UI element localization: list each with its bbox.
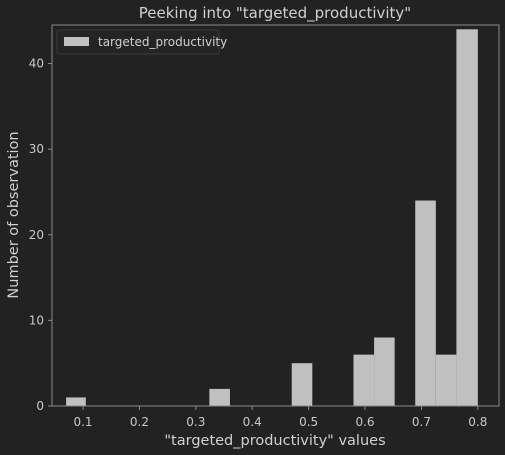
chart-title: Peeking into "targeted_productivity" xyxy=(139,4,411,23)
y-tick-label: 40 xyxy=(29,57,44,71)
histogram-bar xyxy=(374,337,395,406)
y-tick-label: 10 xyxy=(29,313,44,327)
y-tick-label: 20 xyxy=(29,228,44,242)
legend-label: targeted_productivity xyxy=(98,35,227,49)
histogram-bar xyxy=(435,354,457,406)
x-tick-label: 0.7 xyxy=(412,415,431,429)
histogram-bar xyxy=(456,29,478,407)
y-tick-label: 0 xyxy=(36,399,44,413)
histogram-bar xyxy=(415,200,436,406)
histogram-bar xyxy=(353,354,375,406)
x-axis-label: "targeted_productivity" values xyxy=(164,433,385,449)
x-tick-label: 0.4 xyxy=(243,415,262,429)
legend: targeted_productivity xyxy=(56,29,227,55)
legend-box xyxy=(56,29,220,55)
x-tick-label: 0.6 xyxy=(355,415,374,429)
histogram-bar xyxy=(66,397,86,406)
x-axis-ticks: 0.1 0.2 0.3 0.4 0.5 0.6 0.7 0.8 xyxy=(73,406,487,429)
x-tick-label: 0.5 xyxy=(299,415,318,429)
x-tick-label: 0.2 xyxy=(130,415,149,429)
x-tick-label: 0.8 xyxy=(468,415,487,429)
legend-swatch xyxy=(64,37,89,46)
y-axis-ticks: 0 10 20 30 40 xyxy=(29,57,52,413)
histogram-bar xyxy=(291,363,313,406)
y-tick-label: 30 xyxy=(29,142,44,156)
histogram-bar xyxy=(209,388,230,406)
x-tick-label: 0.1 xyxy=(73,415,92,429)
y-axis-label: Number of observation xyxy=(6,131,22,298)
plot-frame xyxy=(51,24,500,407)
x-tick-label: 0.3 xyxy=(186,415,205,429)
bars-group xyxy=(66,29,478,407)
